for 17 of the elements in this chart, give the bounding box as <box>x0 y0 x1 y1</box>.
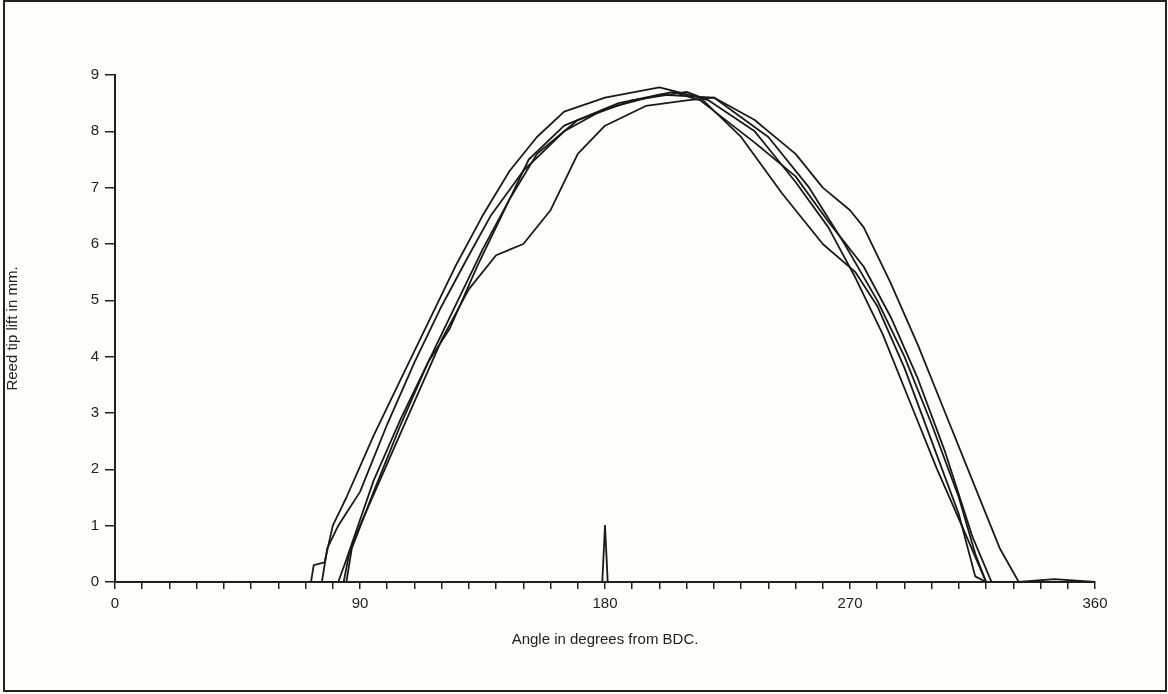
y-tick-label: 3 <box>90 403 99 421</box>
x-tick-label: 180 <box>592 594 618 612</box>
y-tick-label: 1 <box>90 515 99 533</box>
y-tick-label: 4 <box>90 346 99 364</box>
y-axis-title: Reed tip lift in mm. <box>3 266 21 391</box>
x-tick-label: 90 <box>351 594 369 612</box>
y-tick-label: 2 <box>90 459 99 477</box>
y-tick-label: 5 <box>90 290 99 308</box>
y-tick-label: 7 <box>90 177 99 195</box>
y-tick-label: 6 <box>90 234 99 252</box>
y-tick-label: 8 <box>90 121 99 139</box>
x-tick-label: 360 <box>1082 594 1108 612</box>
x-axis-title: Angle in degrees from BDC. <box>511 630 699 648</box>
x-tick-label: 270 <box>837 594 863 612</box>
x-tick-label: 0 <box>110 594 120 612</box>
y-tick-label: 9 <box>90 65 99 83</box>
y-tick-label: 0 <box>90 572 99 590</box>
